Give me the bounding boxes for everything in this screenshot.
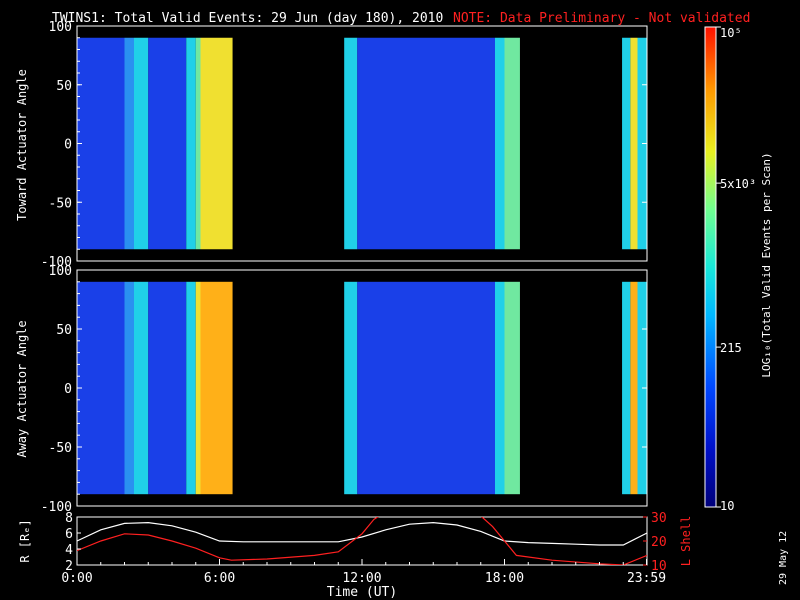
colorbar-label: LOG₁₀(Total Valid Events per Scan)	[760, 152, 773, 377]
x-tick-label: 18:00	[485, 571, 524, 586]
away-angle-panel	[77, 281, 647, 495]
lshell-axis-label: L Shell	[679, 516, 693, 567]
x-axis-label: Time (UT)	[327, 585, 397, 600]
y-tick-label: -50	[49, 441, 72, 456]
heatmap-stripe	[148, 281, 187, 495]
x-tick-label: 6:00	[204, 571, 235, 586]
y-tick-label: -100	[41, 500, 72, 515]
lshell-tick-label: 10	[651, 559, 667, 574]
chart-title: TWINS1: Total Valid Events: 29 Jun (day …	[52, 11, 443, 26]
y-tick-label: 100	[49, 264, 72, 279]
toward-ylabel: Toward Actuator Angle	[15, 69, 29, 221]
colorbar-tick-label: 5x10³	[720, 177, 756, 191]
y-tick-label: -50	[49, 196, 72, 211]
x-tick-label: 0:00	[61, 571, 92, 586]
r-axis-label: R [Rₑ]	[18, 519, 32, 562]
orbit-series	[77, 517, 647, 565]
heatmap-stripe	[77, 281, 125, 495]
r-tick-label: 4	[65, 543, 73, 558]
r-distance-line	[77, 521, 647, 546]
heatmap-stripe	[630, 37, 638, 250]
y-tick-label: 0	[64, 382, 72, 397]
heatmap-stripe	[495, 281, 505, 495]
r-tick-label: 8	[65, 511, 73, 526]
heatmap-stripe	[77, 37, 125, 250]
y-tick-label: 50	[56, 323, 72, 338]
heatmap-stripe	[134, 37, 149, 250]
toward-angle-panel	[77, 37, 647, 250]
heatmap-stripe	[124, 37, 134, 250]
heatmap-stripe	[344, 37, 358, 250]
lshell-tick-label: 20	[651, 535, 667, 550]
heatmap-stripe	[357, 281, 495, 495]
heatmap-stripe	[186, 37, 196, 250]
heatmap-stripe	[186, 281, 196, 495]
heatmap-stripe	[622, 281, 631, 495]
preliminary-note: NOTE: Data Preliminary - Not validated	[453, 11, 750, 26]
x-tick-label: 23:59	[627, 571, 666, 586]
away-ylabel: Away Actuator Angle	[15, 320, 29, 457]
colorbar-tick-label: 10	[720, 499, 734, 513]
heatmap-stripe	[630, 281, 638, 495]
heatmap-stripe	[357, 37, 495, 250]
colorbar	[704, 26, 717, 508]
heatmap-stripe	[134, 281, 149, 495]
colorbar-tick-label: 215	[720, 341, 742, 355]
y-tick-label: 0	[64, 138, 72, 153]
r-tick-label: 6	[65, 527, 73, 542]
heatmap-stripe	[495, 37, 505, 250]
colorbar-tick-label: 10⁵	[720, 26, 742, 40]
lshell-line	[77, 517, 647, 565]
heatmap-stripe	[148, 37, 187, 250]
x-tick-label: 12:00	[342, 571, 381, 586]
r-tick-label: 2	[65, 559, 73, 574]
lshell-tick-label: 30	[651, 511, 667, 526]
heatmap-stripe	[504, 37, 520, 250]
y-tick-label: 100	[49, 20, 72, 35]
y-tick-label: -100	[41, 255, 72, 270]
heatmap-stripe	[124, 281, 134, 495]
y-tick-label: 50	[56, 79, 72, 94]
heatmap-stripe	[622, 37, 631, 250]
date-stamp: 29 May 12	[778, 531, 789, 585]
heatmap-stripe	[200, 37, 233, 250]
heatmap-stripe	[504, 281, 520, 495]
heatmap-stripe	[195, 281, 201, 495]
heatmap-stripe	[344, 281, 358, 495]
heatmap-stripe	[195, 37, 201, 250]
heatmap-stripe	[200, 281, 233, 495]
